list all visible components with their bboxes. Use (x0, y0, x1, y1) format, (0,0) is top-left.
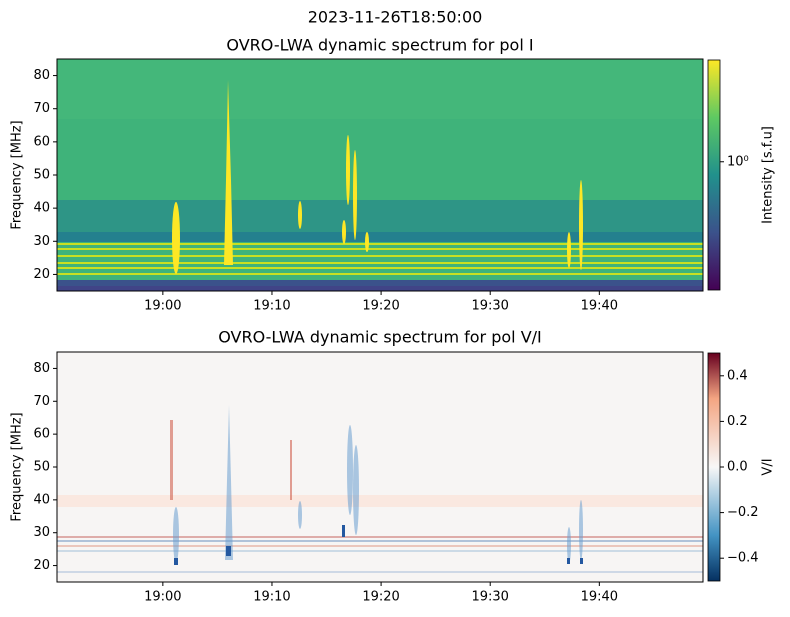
colorbar-tick-label: −0.4 (727, 551, 759, 566)
y-tick-label: 20 (33, 558, 50, 573)
y-tick-label: 60 (33, 427, 50, 442)
y-axis-label: Frequency [MHz] (10, 412, 25, 521)
y-tick-label: 20 (33, 267, 50, 282)
y-tick-label: 80 (33, 361, 50, 376)
y-tick-label: 30 (33, 525, 50, 540)
colorbar-label: V/I (761, 458, 776, 475)
panel-title: OVRO-LWA dynamic spectrum for pol I (226, 36, 533, 55)
y-tick-label: 70 (33, 394, 50, 409)
y-tick-label: 40 (33, 201, 50, 216)
colorbar-tick-label: 0.0 (727, 460, 748, 475)
y-tick-label: 50 (33, 460, 50, 475)
y-tick-label: 50 (33, 168, 50, 183)
x-tick-label: 19:20 (362, 299, 399, 314)
x-tick-label: 19:20 (362, 590, 399, 605)
x-tick-label: 19:00 (144, 299, 181, 314)
colorbar-tick-label: −0.2 (727, 505, 759, 520)
colorbar (707, 352, 721, 582)
colorbar-label: Intensity [s.f.u] (761, 126, 776, 224)
y-tick-label: 70 (33, 101, 50, 116)
colorbar-tick-label: 0.2 (727, 414, 748, 429)
x-tick-label: 19:40 (581, 590, 618, 605)
colorbar-tick-label: 0.4 (727, 368, 748, 383)
colorbar-tick-label: 10⁰ (727, 154, 749, 169)
x-tick-label: 19:00 (144, 590, 181, 605)
spectrum-texture (57, 59, 703, 291)
figure-title: 2023-11-26T18:50:00 (308, 8, 483, 27)
colorbar (707, 59, 721, 291)
panel-title: OVRO-LWA dynamic spectrum for pol V/I (218, 328, 542, 347)
x-tick-label: 19:40 (581, 299, 618, 314)
y-tick-label: 30 (33, 234, 50, 249)
x-tick-label: 19:30 (471, 590, 508, 605)
y-tick-label: 80 (33, 68, 50, 83)
x-tick-label: 19:10 (253, 299, 290, 314)
x-tick-label: 19:30 (471, 299, 508, 314)
y-tick-label: 60 (33, 134, 50, 149)
spectrum-texture (57, 352, 703, 582)
y-tick-label: 40 (33, 492, 50, 507)
x-tick-label: 19:10 (253, 590, 290, 605)
y-axis-label: Frequency [MHz] (10, 120, 25, 229)
